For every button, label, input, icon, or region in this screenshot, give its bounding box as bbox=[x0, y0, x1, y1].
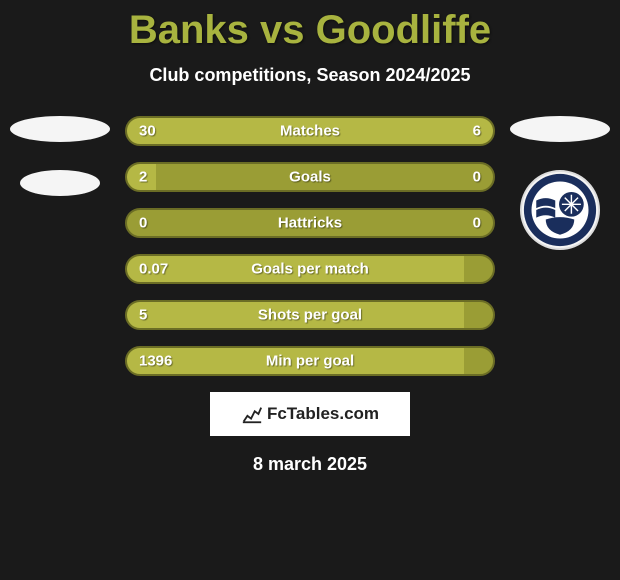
chart-icon bbox=[241, 403, 263, 425]
left-player-silhouette bbox=[10, 116, 110, 142]
southend-united-crest-icon bbox=[522, 172, 598, 248]
bar-left-value: 5 bbox=[139, 307, 147, 324]
right-club-badge bbox=[520, 170, 600, 250]
bar-label: Goals per match bbox=[251, 261, 369, 278]
subtitle: Club competitions, Season 2024/2025 bbox=[0, 65, 620, 86]
bar-label: Min per goal bbox=[266, 353, 354, 370]
right-player-badges bbox=[510, 116, 610, 250]
bar-left-value: 2 bbox=[139, 169, 147, 186]
page-title: Banks vs Goodliffe bbox=[0, 0, 620, 53]
stat-bar-shots-per-goal: 5 Shots per goal bbox=[125, 300, 495, 330]
stat-bar-hattricks: 0 0 Hattricks bbox=[125, 208, 495, 238]
right-player-silhouette bbox=[510, 116, 610, 142]
bar-label: Matches bbox=[280, 123, 340, 140]
bar-right-value: 6 bbox=[473, 123, 481, 140]
bar-right-value: 0 bbox=[473, 215, 481, 232]
bar-left-value: 1396 bbox=[139, 353, 172, 370]
bar-left-fill bbox=[127, 118, 402, 144]
stat-bar-goals-per-match: 0.07 Goals per match bbox=[125, 254, 495, 284]
bar-left-value: 0.07 bbox=[139, 261, 168, 278]
comparison-panel: 30 6 Matches 2 0 Goals 0 0 Hattricks 0.07 Goals pe… bbox=[0, 116, 620, 475]
stat-bar-min-per-goal: 1396 Min per goal bbox=[125, 346, 495, 376]
stat-bar-goals: 2 0 Goals bbox=[125, 162, 495, 192]
fctables-watermark: FcTables.com bbox=[210, 392, 410, 436]
bar-left-value: 30 bbox=[139, 123, 156, 140]
bar-label: Shots per goal bbox=[258, 307, 362, 324]
comparison-date: 8 march 2025 bbox=[10, 454, 610, 475]
stat-bar-matches: 30 6 Matches bbox=[125, 116, 495, 146]
bar-label: Goals bbox=[289, 169, 331, 186]
bar-right-value: 0 bbox=[473, 169, 481, 186]
left-club-badge bbox=[20, 170, 100, 196]
bar-label: Hattricks bbox=[278, 215, 342, 232]
watermark-text: FcTables.com bbox=[267, 404, 379, 424]
bar-left-value: 0 bbox=[139, 215, 147, 232]
left-player-badges bbox=[10, 116, 110, 224]
stat-bars: 30 6 Matches 2 0 Goals 0 0 Hattricks 0.07 Goals pe… bbox=[125, 116, 495, 376]
